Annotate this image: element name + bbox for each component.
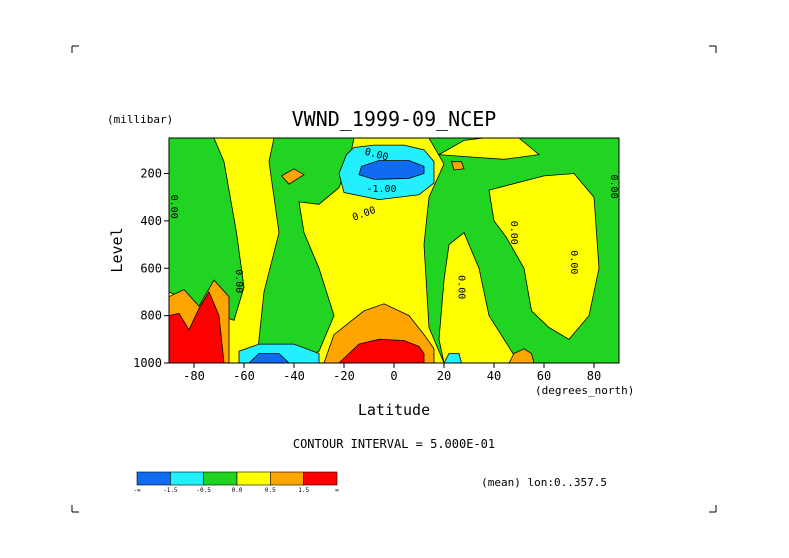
contour-label: 0.00 (608, 175, 619, 199)
x-tick-label: -40 (283, 369, 305, 383)
contour-region (248, 353, 290, 363)
colorbar-label: -1.5 (163, 487, 178, 494)
crop-mark-top-right (709, 45, 717, 53)
x-tick-label: 60 (537, 369, 551, 383)
colorbar-label: -0.5 (196, 487, 211, 494)
contour-region (443, 353, 462, 363)
colorbar-label: 0.5 (265, 487, 276, 494)
colorbar-swatch (203, 471, 238, 486)
y-tick-label: 600 (140, 261, 162, 275)
colorbar-swatch (270, 471, 304, 486)
colorbar-label: ∞ (335, 487, 339, 494)
contour-region (437, 138, 540, 160)
colorbar: -∞ -1.5 -0.5 0.0 0.5 1.5 ∞ (133, 471, 339, 494)
x-tick-label: 40 (487, 369, 501, 383)
y-axis-unit: (millibar) (107, 113, 173, 126)
colorbar-swatch (303, 471, 338, 486)
crop-mark-bottom-left (71, 505, 79, 513)
x-tick-label: -60 (233, 369, 255, 383)
contour-region (280, 168, 305, 185)
x-axis-label: Latitude (358, 401, 430, 419)
contour-region (338, 338, 425, 363)
contour-region (358, 160, 425, 180)
colorbar-swatch (136, 471, 171, 486)
contour-label: 0.00 (456, 275, 467, 299)
contour-fill-regions (169, 138, 619, 363)
y-tick-label: 800 (140, 309, 162, 323)
colorbar-label: 1.5 (298, 487, 309, 494)
contour-labels: 0.00-1.000.000.000.00 0.000.000.000.00 (168, 147, 619, 300)
x-axis-ticks: -80 -60 -40 -20 0 20 40 60 80 (183, 363, 601, 383)
contour-label: 0.00 (568, 250, 579, 274)
colorbar-swatch (170, 471, 204, 486)
contour-interval-label: CONTOUR INTERVAL = 5.000E-01 (293, 437, 495, 451)
colorbar-swatch (236, 471, 271, 486)
y-axis-ticks: 200 400 600 800 1000 (133, 167, 169, 370)
x-tick-label: 80 (587, 369, 601, 383)
crop-marks (71, 45, 717, 513)
contour-region (169, 291, 225, 363)
x-tick-label: 0 (390, 369, 397, 383)
contour-region (508, 348, 535, 363)
crop-mark-bottom-right (709, 505, 717, 513)
x-tick-label: -80 (183, 369, 205, 383)
chart-title: VWND_1999-09_NCEP (292, 107, 497, 131)
y-axis-label: Level (108, 227, 126, 272)
y-tick-label: 200 (140, 167, 162, 181)
crop-mark-top-left (71, 45, 79, 53)
y-tick-label: 400 (140, 214, 162, 228)
x-tick-label: 20 (437, 369, 451, 383)
x-axis-unit: (degrees_north) (535, 384, 634, 397)
subset-label: (mean) lon:0..357.5 (481, 476, 607, 489)
x-tick-label: -20 (333, 369, 355, 383)
contour-label: 0.00 (233, 269, 244, 293)
contour-region (488, 173, 600, 340)
contour-region (450, 161, 465, 171)
colorbar-label: 0.0 (232, 487, 243, 494)
y-tick-label: 1000 (133, 356, 162, 370)
contour-label: -1.00 (366, 184, 396, 195)
colorbar-label: -∞ (133, 487, 141, 494)
contour-label: 0.00 (168, 195, 179, 219)
contour-label: 0.00 (508, 221, 519, 245)
